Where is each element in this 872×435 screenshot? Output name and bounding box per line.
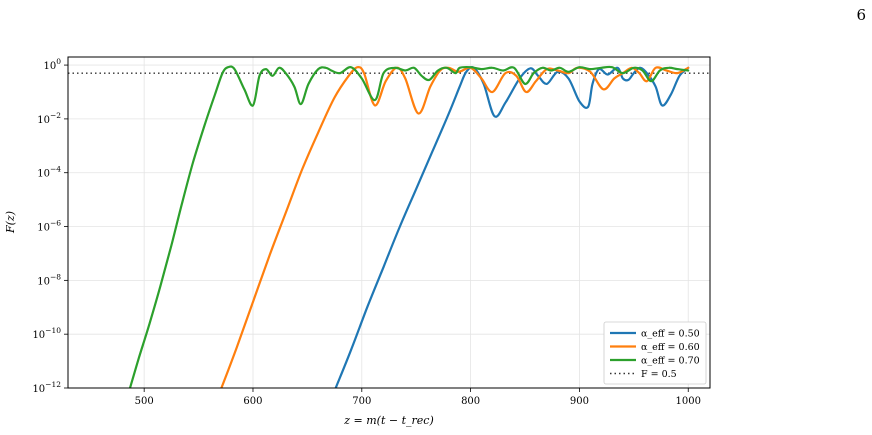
y-axis-ticks: 100 10−2 10−4 10−6 10−8 10−10 10−12: [32, 57, 68, 395]
x-axis-ticks: 500 600 700 800 900 1000: [135, 388, 701, 407]
x-tick-label: 900: [570, 396, 589, 407]
x-tick-label: 700: [352, 396, 371, 407]
legend-label: F = 0.5: [641, 369, 677, 380]
y-tick-label: 10−6: [37, 219, 61, 234]
x-axis-label: z = m(t − t_rec): [343, 414, 434, 427]
legend-label: α_eff = 0.60: [641, 342, 700, 353]
y-axis-label: F(z): [4, 211, 17, 234]
legend: α_eff = 0.50 α_eff = 0.60 α_eff = 0.70 F = …: [603, 321, 707, 385]
plot-frame: [67, 56, 711, 389]
y-tick-label: 10−10: [32, 326, 61, 341]
legend-box: [603, 321, 707, 385]
series-line-1: [334, 66, 690, 388]
series-layer: [68, 65, 710, 388]
legend-label: α_eff = 0.50: [641, 329, 700, 340]
y-tick-label: 10−4: [37, 165, 61, 180]
x-tick-label: 600: [243, 396, 262, 407]
x-tick-label: 500: [135, 396, 154, 407]
x-tick-label: 800: [461, 396, 480, 407]
legend-label: α_eff = 0.70: [641, 356, 700, 367]
y-tick-label: 10−8: [37, 272, 61, 287]
y-tick-label: 10−2: [37, 111, 61, 126]
page-number: 6: [856, 6, 866, 24]
series-line-3: [128, 65, 690, 388]
y-tick-label: 10−12: [32, 380, 61, 395]
x-tick-label: 1000: [676, 396, 701, 407]
y-tick-label: 100: [43, 57, 61, 72]
